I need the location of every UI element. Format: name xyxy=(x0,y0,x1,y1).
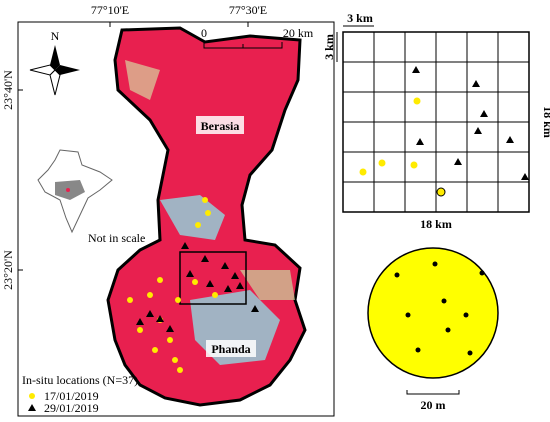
place-label: Phanda xyxy=(211,342,250,356)
label-bg xyxy=(206,340,256,357)
grid-height-label: 18 km xyxy=(541,106,550,138)
plot-points xyxy=(394,261,485,356)
cell-width-label: 3 km xyxy=(347,11,373,25)
longitude-label: 77°30'E xyxy=(229,3,267,17)
legend-symbol xyxy=(28,404,36,411)
north-arrow xyxy=(29,45,80,96)
scale-label: 20 km xyxy=(283,26,314,40)
place-label: Berasia xyxy=(201,119,240,133)
dimension-line xyxy=(406,390,460,395)
legend-title: In-situ locations (N=37) xyxy=(22,373,138,387)
scale-label: 0 xyxy=(201,26,207,40)
latitude-label: 23°40'N xyxy=(1,70,15,110)
latitude-label: 23°20'N xyxy=(1,250,15,290)
plot-circle xyxy=(367,247,499,379)
grid xyxy=(342,31,530,213)
scale-bar xyxy=(203,42,283,49)
grid-width-label: 18 km xyxy=(420,217,452,231)
cell-height-label: 3 km xyxy=(322,34,336,60)
inset-note: Not in scale xyxy=(88,231,145,245)
site-marker xyxy=(66,188,70,192)
map-points xyxy=(127,197,218,373)
legend-symbol xyxy=(29,393,35,399)
label-bg xyxy=(196,116,244,134)
diameter-label: 20 m xyxy=(421,398,446,412)
legend-item: 17/01/2019 xyxy=(44,389,99,403)
grid-points xyxy=(359,66,529,197)
legend-item: 29/01/2019 xyxy=(44,401,99,415)
longitude-label: 77°10'E xyxy=(91,3,129,17)
north-label: N xyxy=(51,29,60,43)
map-triangles xyxy=(136,242,259,332)
